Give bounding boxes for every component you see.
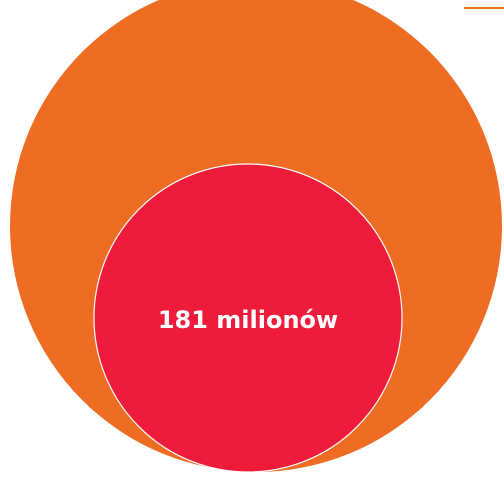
inner-bubble-label: 181 milionów — [158, 306, 338, 334]
top-accent-rule — [464, 7, 504, 9]
inner-bubble — [93, 163, 403, 473]
